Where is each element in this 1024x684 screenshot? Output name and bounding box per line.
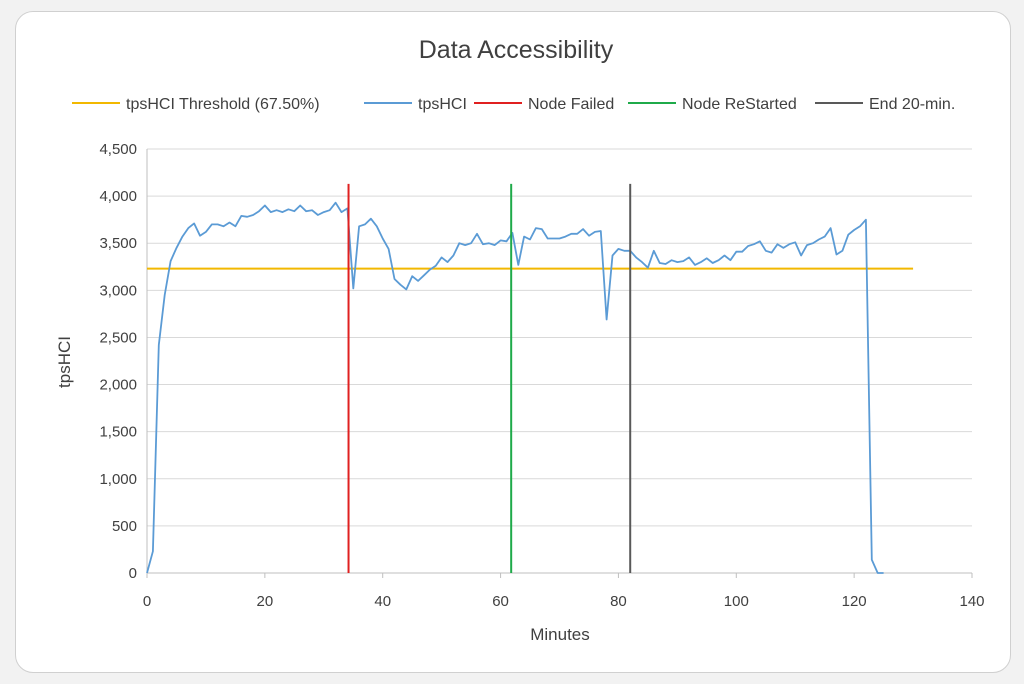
x-tick-label: 0 bbox=[143, 593, 151, 610]
x-tick-label: 140 bbox=[959, 593, 984, 610]
legend: tpsHCI Threshold (67.50%) tpsHCI Node Fail… bbox=[72, 96, 955, 113]
x-tick-label: 40 bbox=[374, 593, 391, 610]
y-tick-label: 2,500 bbox=[99, 329, 137, 346]
legend-item: End 20-min. bbox=[815, 96, 955, 113]
y-tick-label: 500 bbox=[112, 518, 137, 535]
y-tick-label: 0 bbox=[129, 565, 137, 582]
legend-item: Node Failed bbox=[474, 96, 614, 113]
axes: 0 500 1,000 1,500 2,000 2,500 3,000 3,500 4,000 4… bbox=[99, 141, 984, 610]
legend-label: Node Failed bbox=[528, 96, 614, 113]
tpshci-series-line bbox=[146, 201, 884, 574]
chart-frame bbox=[15, 11, 1011, 673]
grid-lines bbox=[147, 148, 972, 527]
legend-label: Node ReStarted bbox=[682, 96, 797, 113]
y-tick-label: 4,000 bbox=[99, 188, 137, 205]
x-tick-label: 120 bbox=[842, 593, 867, 610]
x-tick-label: 60 bbox=[492, 593, 509, 610]
x-axis-title: Minutes bbox=[530, 625, 590, 644]
y-tick-label: 1,500 bbox=[99, 424, 137, 441]
y-tick-label: 4,500 bbox=[99, 141, 137, 158]
legend-label: tpsHCI bbox=[418, 96, 467, 113]
legend-item: Node ReStarted bbox=[628, 96, 797, 113]
x-tick-label: 20 bbox=[257, 593, 274, 610]
y-tick-label: 3,500 bbox=[99, 235, 137, 252]
legend-item: tpsHCI bbox=[364, 96, 467, 113]
plot-area bbox=[146, 183, 914, 574]
y-tick-label: 3,000 bbox=[99, 282, 137, 299]
x-tick-label: 100 bbox=[724, 593, 749, 610]
x-tick-label: 80 bbox=[610, 593, 627, 610]
y-tick-label: 2,000 bbox=[99, 377, 137, 394]
chart-title: Data Accessibility bbox=[419, 36, 614, 64]
y-axis-title: tpsHCI bbox=[55, 336, 74, 388]
legend-label: tpsHCI Threshold (67.50%) bbox=[126, 96, 320, 113]
legend-label: End 20-min. bbox=[869, 96, 955, 113]
legend-item: tpsHCI Threshold (67.50%) bbox=[72, 96, 320, 113]
y-tick-label: 1,000 bbox=[99, 471, 137, 488]
